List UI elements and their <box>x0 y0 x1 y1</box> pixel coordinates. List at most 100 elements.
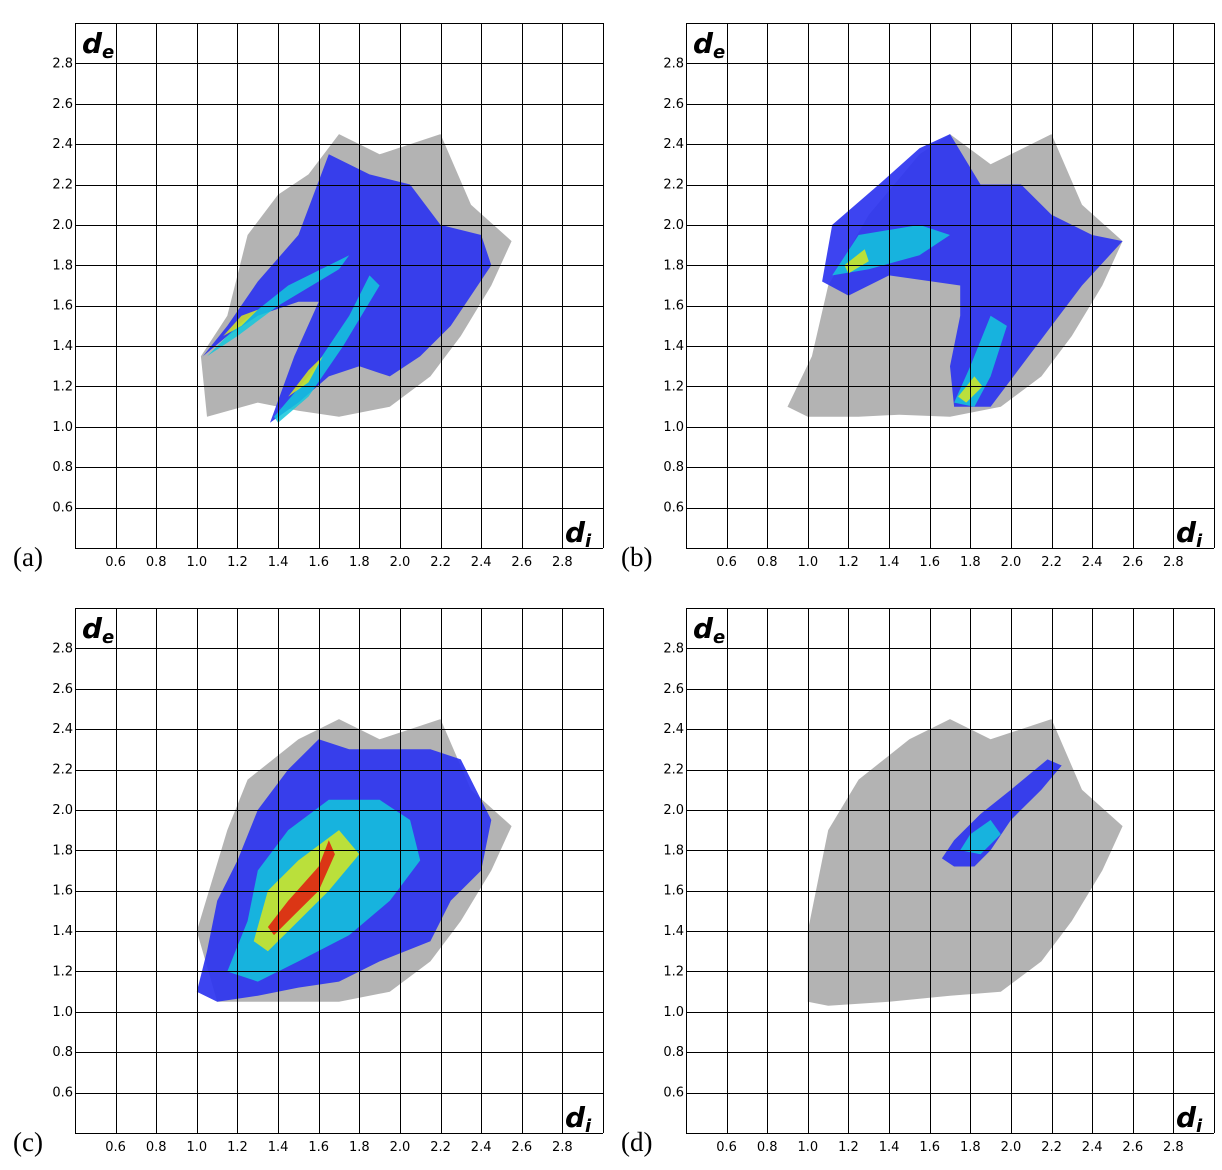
x-tick-label: 2.8 <box>1163 555 1184 570</box>
y-axis-label: de <box>693 27 725 63</box>
y-tick-label: 1.0 <box>663 1005 684 1020</box>
density-region-mid <box>954 315 1007 407</box>
grid <box>75 608 604 1134</box>
x-tick-label: 1.0 <box>798 1140 819 1155</box>
x-tick-label: 1.8 <box>349 555 370 570</box>
y-tick-label: 1.4 <box>663 339 684 354</box>
y-tick-label: 2.0 <box>52 803 73 818</box>
y-tick-label: 0.8 <box>52 460 73 475</box>
x-tick-label: 2.0 <box>390 555 411 570</box>
y-tick-label: 1.2 <box>52 379 73 394</box>
x-tick-label: 2.0 <box>1001 555 1022 570</box>
x-tick-label: 1.4 <box>879 1140 900 1155</box>
y-tick-label: 1.0 <box>663 420 684 435</box>
y-tick-label: 2.0 <box>663 218 684 233</box>
y-tick-label: 2.2 <box>52 763 73 778</box>
y-tick-label: 1.6 <box>663 884 684 899</box>
y-tick-label: 2.2 <box>663 763 684 778</box>
x-tick-label: 1.6 <box>308 555 329 570</box>
x-tick-label: 2.6 <box>511 1140 532 1155</box>
fingerprint-plot-c: 0.6 0.8 1.0 1.2 1.4 1.6 1.8 2.0 2.2 2.4 2.6 2.8 0.6 0… <box>52 608 604 1155</box>
y-tick-label: 0.8 <box>663 1045 684 1060</box>
x-tick-label: 2.4 <box>1082 1140 1103 1155</box>
y-tick-label: 2.6 <box>663 682 684 697</box>
y-tick-label: 1.4 <box>52 339 73 354</box>
x-tick-label: 2.8 <box>552 555 573 570</box>
grid <box>686 608 1215 1134</box>
x-tick-label: 2.8 <box>1163 1140 1184 1155</box>
y-tick-label: 2.8 <box>663 641 684 656</box>
y-tick-label: 0.8 <box>663 460 684 475</box>
panel-label: (d) <box>621 1127 653 1157</box>
x-tick-label: 1.4 <box>879 555 900 570</box>
x-axis-label: di <box>565 516 592 552</box>
density-region-peak <box>267 840 335 936</box>
x-tick-label: 2.4 <box>471 1140 492 1155</box>
x-tick-label: 1.2 <box>838 555 859 570</box>
y-tick-label: 0.6 <box>663 501 684 516</box>
panel-d: 0.6 0.8 1.0 1.2 1.4 1.6 1.8 2.0 2.2 2.4 2.6 2.8 0.6 0… <box>611 585 1222 1170</box>
y-tick-label: 1.0 <box>52 420 73 435</box>
y-tick-label: 1.4 <box>52 924 73 939</box>
x-tick-label: 2.6 <box>511 555 532 570</box>
y-axis-label: de <box>82 27 114 63</box>
y-tick-label: 1.2 <box>663 379 684 394</box>
y-tick-label: 2.4 <box>52 137 73 152</box>
panel-label: (c) <box>13 1127 43 1157</box>
x-axis-label: di <box>1176 516 1203 552</box>
y-tick-label: 2.8 <box>663 56 684 71</box>
y-tick-label: 2.6 <box>52 682 73 697</box>
panel-label: (b) <box>621 542 653 572</box>
y-tick-label: 2.0 <box>663 803 684 818</box>
y-tick-label: 2.8 <box>52 641 73 656</box>
density-region-high <box>844 249 869 274</box>
x-tick-label: 2.4 <box>1082 555 1103 570</box>
x-tick-label: 1.6 <box>919 555 940 570</box>
y-tick-label: 1.6 <box>52 884 73 899</box>
x-tick-label: 2.6 <box>1122 1140 1143 1155</box>
y-tick-label: 2.4 <box>663 137 684 152</box>
x-tick-label: 0.6 <box>105 1140 126 1155</box>
x-axis-label: di <box>565 1101 592 1137</box>
grid <box>686 23 1215 549</box>
fingerprint-plot-b: 0.6 0.8 1.0 1.2 1.4 1.6 1.8 2.0 2.2 2.4 2.6 2.8 0.6 0… <box>663 23 1215 570</box>
grid <box>75 23 604 549</box>
y-tick-label: 2.6 <box>663 97 684 112</box>
y-tick-label: 1.8 <box>663 258 684 273</box>
y-tick-label: 1.2 <box>52 964 73 979</box>
density-region-high <box>223 309 258 336</box>
y-axis-label: de <box>693 612 725 648</box>
y-tick-label: 0.8 <box>52 1045 73 1060</box>
x-tick-label: 0.8 <box>146 555 167 570</box>
x-tick-label: 2.0 <box>390 1140 411 1155</box>
y-tick-label: 1.6 <box>52 299 73 314</box>
y-tick-label: 2.0 <box>52 218 73 233</box>
x-tick-label: 1.4 <box>268 555 289 570</box>
x-tick-label: 0.6 <box>105 555 126 570</box>
density-region-low <box>822 134 1123 407</box>
x-tick-label: 2.2 <box>1041 555 1062 570</box>
x-tick-label: 1.6 <box>919 1140 940 1155</box>
x-tick-label: 1.8 <box>960 555 981 570</box>
y-tick-label: 2.8 <box>52 56 73 71</box>
y-tick-label: 1.2 <box>663 964 684 979</box>
y-tick-label: 1.4 <box>663 924 684 939</box>
panel-c: 0.6 0.8 1.0 1.2 1.4 1.6 1.8 2.0 2.2 2.4 2.6 2.8 0.6 0… <box>0 585 611 1170</box>
x-tick-label: 1.6 <box>308 1140 329 1155</box>
x-tick-label: 0.8 <box>757 555 778 570</box>
x-tick-label: 0.6 <box>716 555 737 570</box>
y-tick-label: 1.8 <box>52 258 73 273</box>
x-tick-label: 0.6 <box>716 1140 737 1155</box>
x-tick-label: 1.2 <box>838 1140 859 1155</box>
panel-a: 0.6 0.8 1.0 1.2 1.4 1.6 1.8 2.0 2.2 2.4 2.6 2.8 0.6 0… <box>0 0 611 585</box>
y-axis-label: de <box>82 612 114 648</box>
fingerprint-plot-d: 0.6 0.8 1.0 1.2 1.4 1.6 1.8 2.0 2.2 2.4 2.6 2.8 0.6 0… <box>663 608 1215 1155</box>
y-tick-label: 2.2 <box>52 178 73 193</box>
x-tick-label: 1.0 <box>187 1140 208 1155</box>
y-tick-label: 2.4 <box>663 722 684 737</box>
x-tick-label: 1.2 <box>227 555 248 570</box>
x-tick-label: 2.0 <box>1001 1140 1022 1155</box>
x-tick-label: 1.8 <box>960 1140 981 1155</box>
density-region-low <box>202 154 492 423</box>
x-tick-label: 1.0 <box>798 555 819 570</box>
